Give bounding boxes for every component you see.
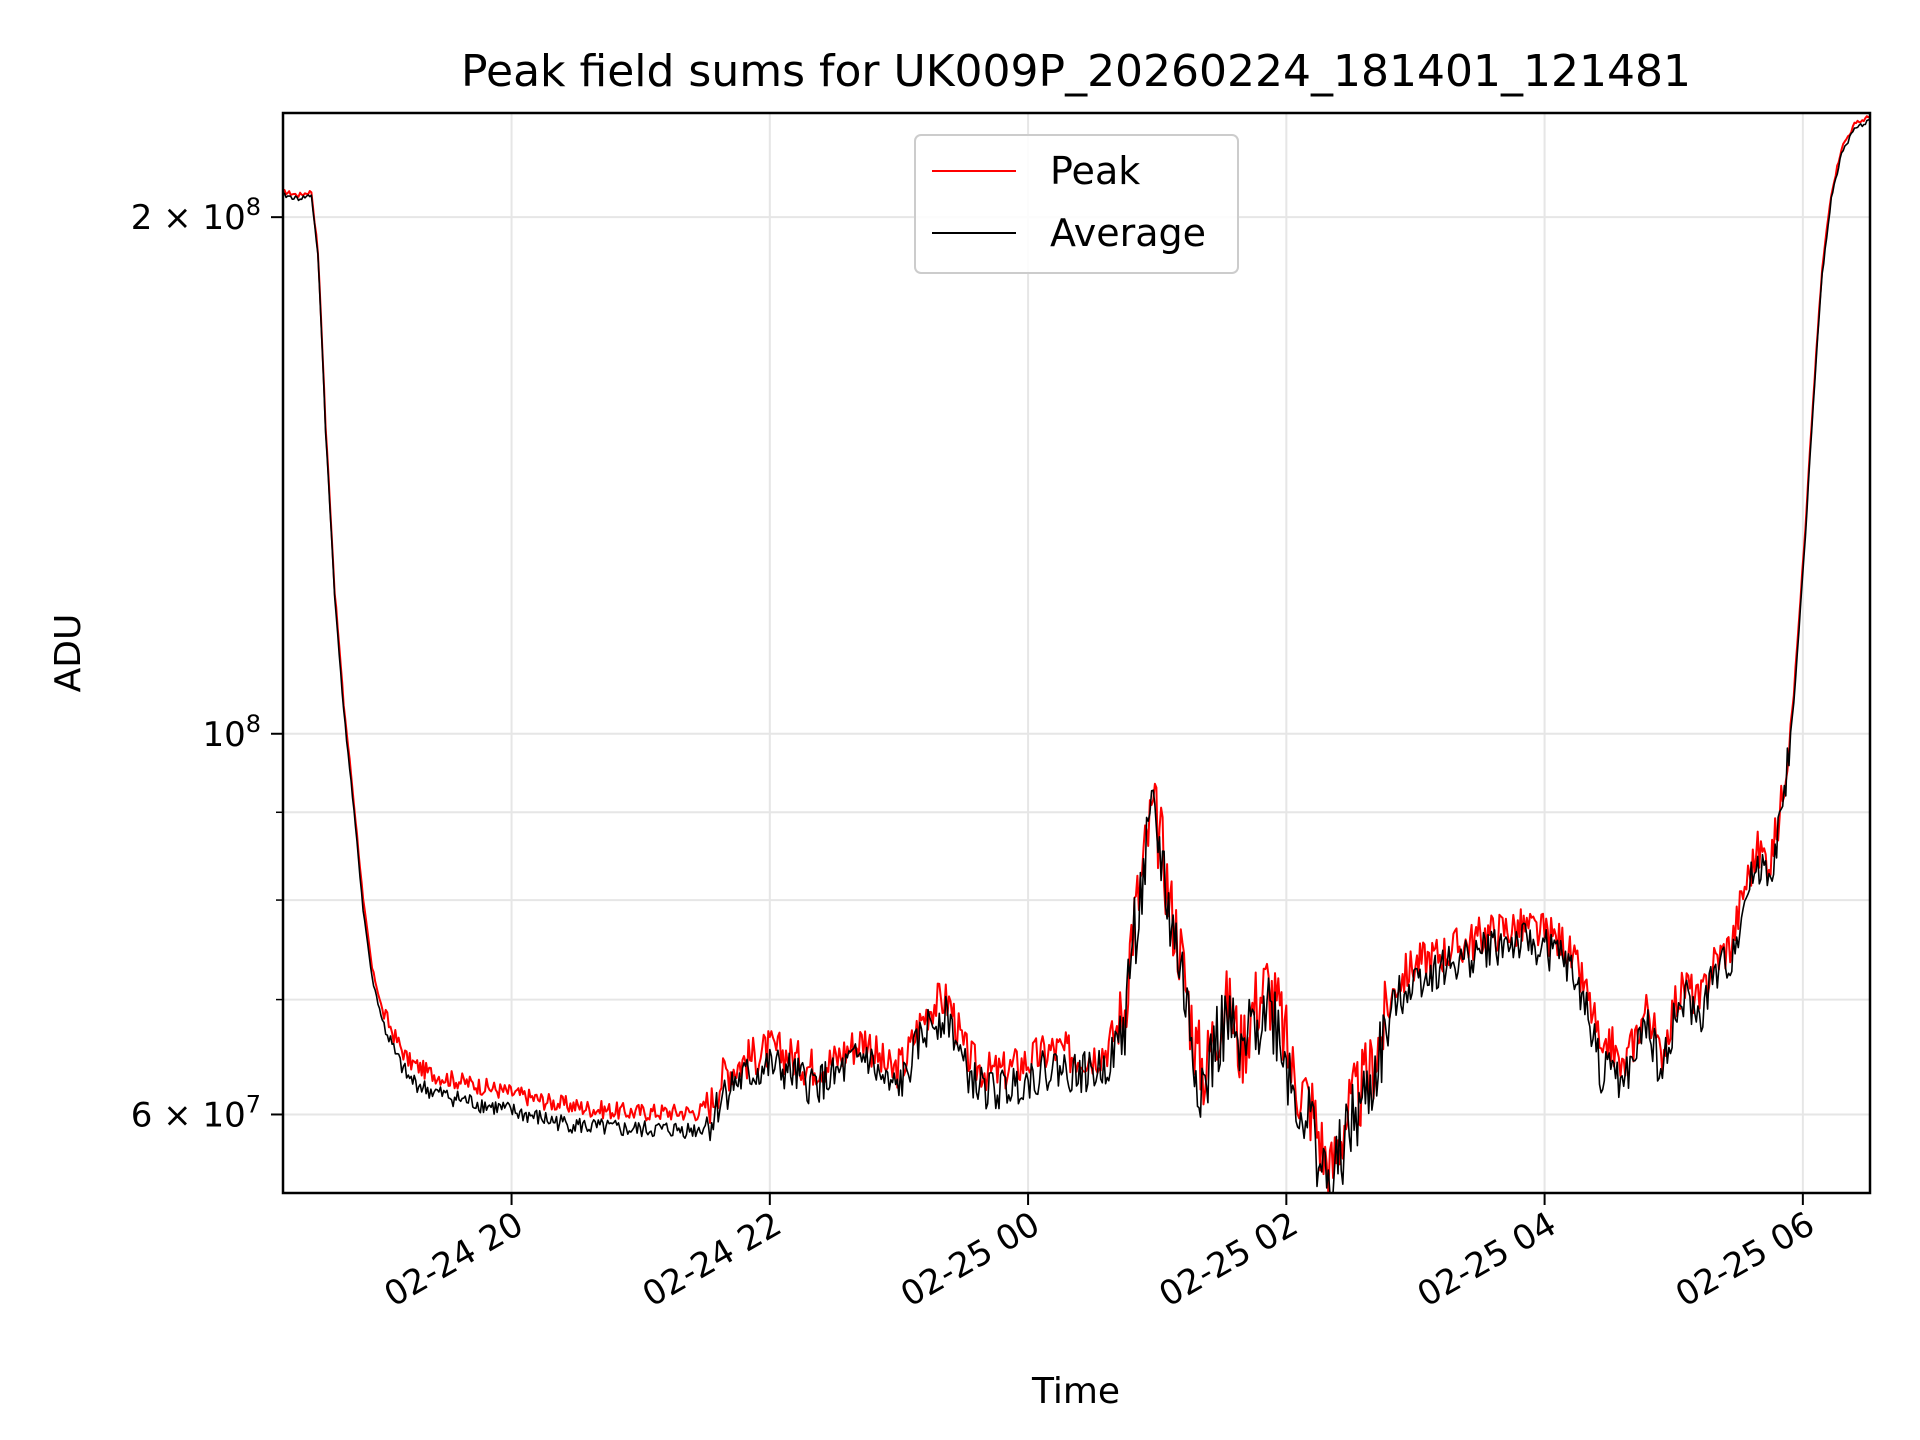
series-layer [282,115,1871,1194]
y-tick-exponent: 7 [246,1090,261,1118]
legend-average-label: Average [1050,211,1206,255]
x-axis-label: Time [1031,1371,1120,1412]
y-tick-label: 108 [202,710,261,755]
legend-peak-label: Peak [1050,149,1140,193]
series-line-peak [282,115,1871,1194]
y-tick-mantissa: 2 × 10 [131,198,246,238]
legend-box [914,134,1239,274]
y-tick-exponent: 8 [246,193,261,221]
series-line-average [282,118,1871,1194]
legend: Peak Average [914,134,1239,274]
y-axis-label: ADU [48,614,89,693]
y-tick-label: 2 × 108 [131,193,261,238]
y-tick-mantissa: 6 × 10 [131,1095,246,1135]
y-tick-exponent: 8 [246,710,261,738]
y-tick-mantissa: 10 [202,715,245,755]
chart-title: Peak field sums for UK009P_20260224_1814… [461,46,1691,97]
plot-frame [281,111,1872,1195]
grid-layer [283,113,1870,1193]
y-tick-label: 6 × 107 [131,1090,261,1135]
